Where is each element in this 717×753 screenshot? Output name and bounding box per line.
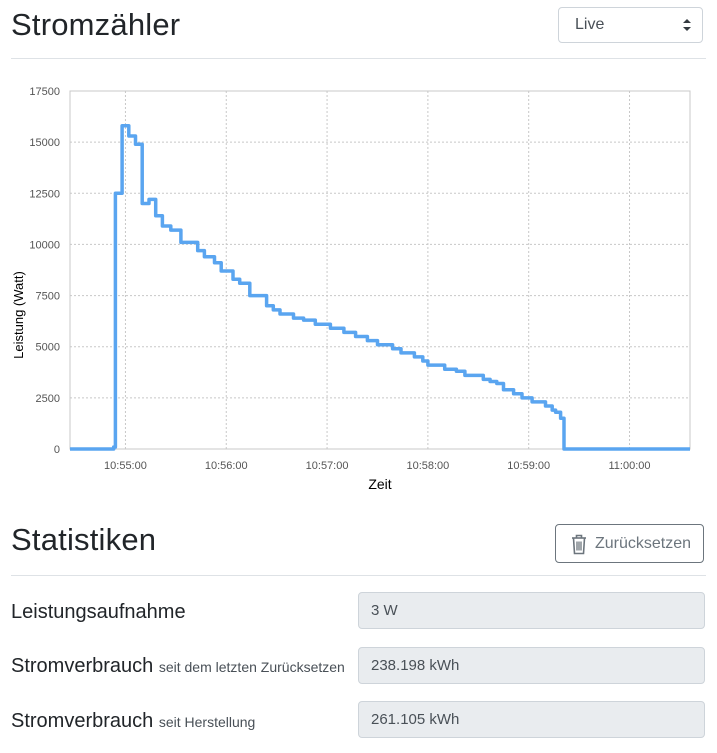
trash-icon — [572, 534, 586, 554]
stat-label-text: Stromverbrauch — [11, 655, 154, 677]
mode-select[interactable]: Live — [558, 7, 703, 43]
stat-value-consumption-total: 261.105 kWh — [358, 701, 705, 738]
stat-sublabel: seit Herstellung — [158, 714, 256, 730]
x-tick-label: 10:58:00 — [406, 460, 449, 472]
y-tick-label: 7500 — [36, 291, 60, 303]
y-tick-label: 17500 — [29, 86, 60, 98]
y-tick-label: 15000 — [29, 137, 60, 149]
x-tick-label: 10:59:00 — [507, 460, 550, 472]
power-chart: 0 2500 5000 7500 10000 12500 15000 17500 10:55:0… — [11, 86, 691, 492]
y-tick-label: 2500 — [36, 393, 60, 405]
stat-label-text: Leistungsaufnahme — [11, 601, 186, 623]
y-tick-label: 12500 — [29, 188, 60, 200]
select-caret-icon — [683, 19, 691, 31]
x-tick-label: 11:00:00 — [609, 460, 651, 472]
statistics-divider — [11, 575, 706, 576]
stat-label-consumption-total: Stromverbrauch seit Herstellung — [11, 710, 255, 733]
stat-label-power: Leistungsaufnahme — [11, 601, 186, 624]
x-tick-label: 10:57:00 — [306, 460, 349, 472]
y-tick-label: 0 — [54, 444, 60, 456]
mode-select-value: Live — [575, 16, 605, 33]
stat-value-consumption-reset: 238.198 kWh — [358, 647, 705, 684]
plot-frame — [69, 90, 691, 450]
power-series-line — [70, 124, 690, 451]
header-divider — [11, 58, 706, 59]
reset-button[interactable]: Zurücksetzen — [555, 524, 704, 563]
stat-label-text: Stromverbrauch — [11, 710, 154, 732]
page-title: Stromzähler — [11, 7, 181, 42]
x-tick-label: 10:55:00 — [104, 460, 147, 472]
y-tick-label: 10000 — [29, 239, 60, 251]
statistics-title: Statistiken — [11, 522, 157, 557]
y-axis-label: Leistung (Watt) — [11, 271, 26, 359]
y-tick-label: 5000 — [36, 342, 60, 354]
reset-button-label: Zurücksetzen — [595, 534, 692, 552]
stat-value-power: 3 W — [358, 592, 705, 629]
x-tick-label: 10:56:00 — [205, 460, 248, 472]
x-axis-label: Zeit — [368, 476, 391, 492]
stat-sublabel: seit dem letzten Zurücksetzen — [158, 659, 345, 675]
stat-label-consumption-reset: Stromverbrauch seit dem letzten Zurückse… — [11, 655, 345, 678]
